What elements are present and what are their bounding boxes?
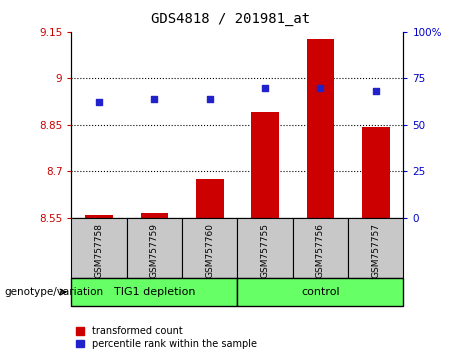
Text: GSM757758: GSM757758 [95, 223, 104, 278]
Bar [307, 39, 334, 218]
Bar [251, 112, 279, 218]
Bar [237, 218, 293, 278]
Bar [293, 218, 348, 278]
Text: control: control [301, 287, 340, 297]
Text: GSM757755: GSM757755 [260, 223, 270, 278]
Bar [71, 218, 127, 278]
Bar [141, 213, 168, 218]
Bar [127, 218, 182, 278]
Text: GSM757756: GSM757756 [316, 223, 325, 278]
Point [95, 100, 103, 105]
Bar [348, 218, 403, 278]
Legend: transformed count, percentile rank within the sample: transformed count, percentile rank withi… [77, 326, 257, 349]
Text: GSM757757: GSM757757 [371, 223, 380, 278]
Bar [196, 179, 224, 218]
Point [151, 96, 158, 102]
Point [372, 88, 379, 94]
Bar [362, 127, 390, 218]
Text: GDS4818 / 201981_at: GDS4818 / 201981_at [151, 12, 310, 27]
Point [317, 85, 324, 91]
Point [206, 96, 213, 102]
Bar [182, 218, 237, 278]
Text: TIG1 depletion: TIG1 depletion [114, 287, 195, 297]
Text: GSM757760: GSM757760 [205, 223, 214, 278]
Bar [85, 215, 113, 218]
Bar [237, 278, 403, 306]
Bar [71, 278, 237, 306]
Text: genotype/variation: genotype/variation [5, 287, 104, 297]
Point [261, 85, 269, 91]
Text: GSM757759: GSM757759 [150, 223, 159, 278]
